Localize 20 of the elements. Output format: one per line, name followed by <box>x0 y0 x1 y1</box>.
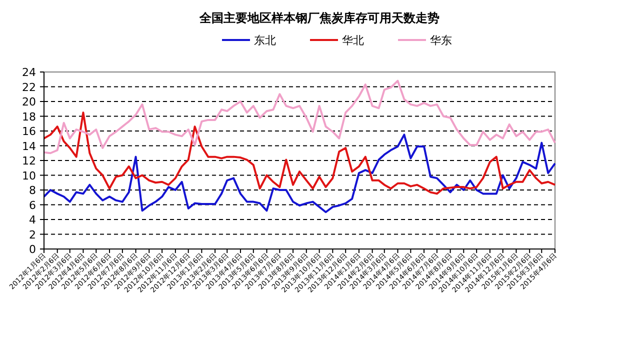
line-series <box>43 112 556 195</box>
chart-title: 全国主要地区样本钢厂焦炭库存可用天数走势 <box>198 11 440 25</box>
y-tick-label: 0 <box>29 243 36 256</box>
line-series <box>43 134 556 214</box>
y-tick-label: 6 <box>29 198 36 212</box>
y-tick-label: 16 <box>22 125 36 138</box>
y-tick-label: 2 <box>29 228 36 242</box>
legend-label: 华东 <box>430 34 452 47</box>
legend-label: 东北 <box>254 34 276 47</box>
y-tick-label: 22 <box>22 80 36 94</box>
legend-label: 华北 <box>342 34 364 47</box>
y-tick-label: 14 <box>22 140 36 153</box>
y-tick-label: 18 <box>22 110 36 124</box>
y-tick-label: 20 <box>22 96 36 108</box>
y-tick-label: 4 <box>29 214 36 226</box>
line-series <box>43 80 556 154</box>
y-tick-label: 12 <box>22 154 36 168</box>
y-tick-label: 10 <box>22 169 36 182</box>
y-tick-label: 8 <box>29 184 36 197</box>
y-tick-label: 24 <box>22 66 36 79</box>
